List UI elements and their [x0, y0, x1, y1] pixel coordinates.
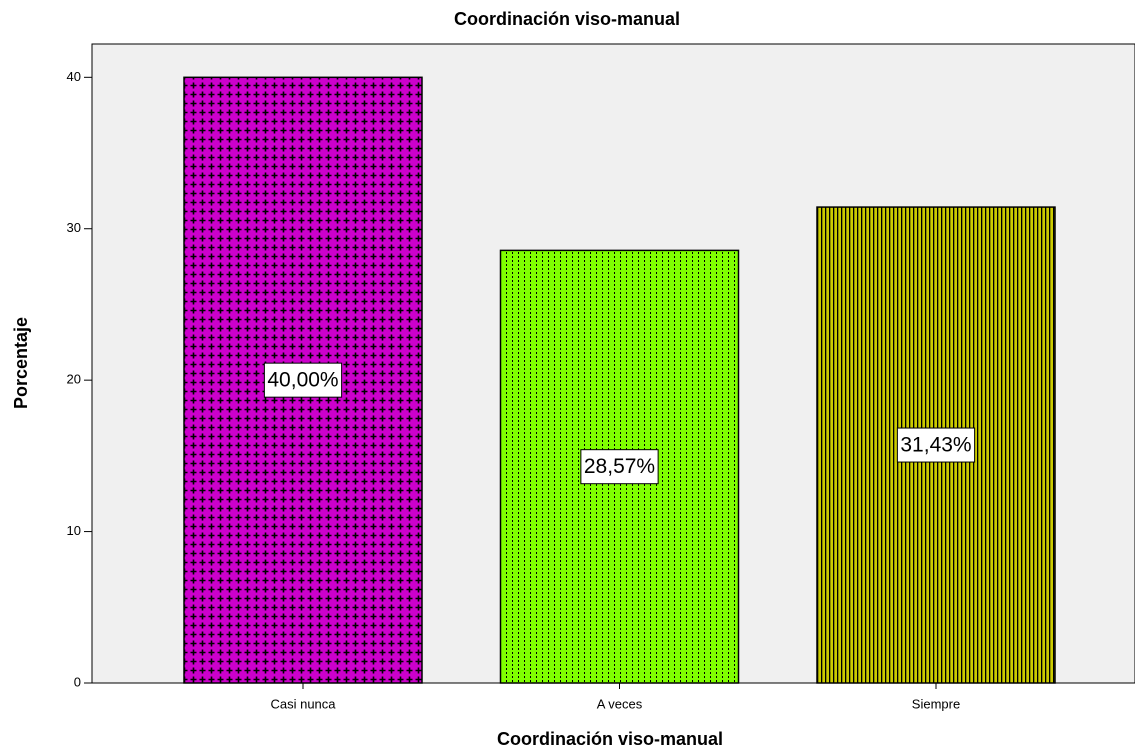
y-tick-label: 20 [67, 372, 81, 387]
value-label-box [263, 362, 343, 398]
y-tick-label: 0 [74, 674, 81, 689]
chart-title: Coordinación viso-manual [454, 9, 680, 29]
x-tick-label: Siempre [912, 696, 960, 711]
value-label-box [896, 427, 976, 463]
x-axis-title: Coordinación viso-manual [497, 729, 723, 749]
value-label: 31,43% [900, 434, 971, 457]
y-axis-title: Porcentaje [11, 317, 31, 409]
y-tick-label: 10 [67, 523, 81, 538]
x-tick-label: A veces [597, 696, 643, 711]
value-label: 28,57% [584, 455, 655, 478]
y-tick-label: 40 [67, 69, 81, 84]
value-label: 40,00% [267, 369, 338, 392]
y-tick-label: 30 [67, 220, 81, 235]
value-label-box [580, 449, 659, 485]
x-tick-label: Casi nunca [270, 696, 336, 711]
